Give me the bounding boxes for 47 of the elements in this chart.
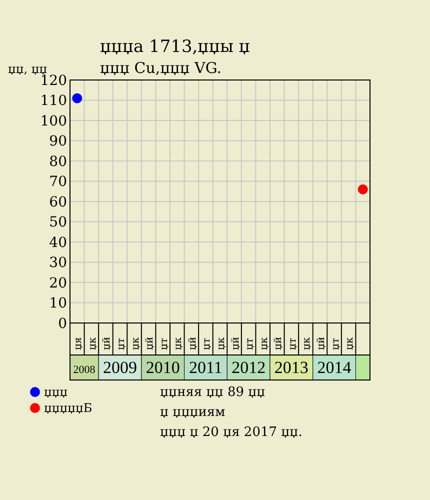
y-tick-label: 60 bbox=[49, 194, 67, 210]
x-tick-label: џй bbox=[230, 336, 242, 350]
chart-subtitle: џџџ Cu,џџџ VG. bbox=[100, 59, 222, 77]
x-tick-label: џк bbox=[344, 336, 356, 350]
y-tick-label: 50 bbox=[49, 214, 67, 231]
y-tick-label: 0 bbox=[58, 316, 67, 332]
text: 2010 bbox=[146, 358, 180, 377]
x-tick-label: џй bbox=[144, 336, 156, 350]
legend-label: џџџџџБ bbox=[44, 401, 92, 415]
x-tick-label: џк bbox=[87, 336, 98, 350]
text: џџняя џџ 89 џџ bbox=[160, 385, 266, 400]
text: 2013 bbox=[274, 358, 308, 377]
text: џ џџџиям bbox=[160, 405, 226, 420]
y-tick-label: 20 bbox=[49, 275, 67, 292]
x-tick-label: џт bbox=[287, 337, 298, 350]
y-tick-label: 90 bbox=[49, 134, 67, 150]
y-tick-label: 110 bbox=[40, 93, 67, 110]
chart-title: џџџа 1713,џџы џ bbox=[100, 37, 250, 57]
y-tick-label: 70 bbox=[49, 174, 67, 190]
y-tick-label: 80 bbox=[49, 154, 67, 170]
text: 2011 bbox=[189, 358, 222, 377]
x-tick-label: џт bbox=[244, 337, 256, 350]
text: џџџ џ 20 џя 2017 џџ. bbox=[160, 425, 302, 440]
x-tick-label: џт bbox=[158, 337, 170, 350]
x-tick-label: џк bbox=[173, 336, 184, 350]
y-tick-label: 100 bbox=[40, 113, 67, 130]
y-tick-label: 40 bbox=[49, 234, 67, 251]
text: 2009 bbox=[103, 358, 137, 377]
x-tick-label: џт bbox=[116, 337, 127, 350]
x-tick-label: џк bbox=[258, 336, 270, 350]
legend-label: џџџ bbox=[44, 385, 68, 399]
x-tick-label: џт bbox=[202, 337, 213, 350]
x-tick-label: џк bbox=[302, 336, 313, 350]
x-tick-label: џк bbox=[130, 336, 142, 350]
x-tick-label: џт bbox=[330, 337, 342, 350]
text: 2012 bbox=[232, 358, 266, 377]
text: 2008 bbox=[73, 364, 96, 376]
x-tick-label: џй bbox=[316, 336, 327, 350]
x-tick-label: џя bbox=[73, 337, 84, 350]
y-axis-title: џџ, џџ bbox=[8, 62, 48, 76]
x-tick-label: џк bbox=[216, 336, 227, 350]
x-tick-label: џй bbox=[187, 336, 198, 350]
y-tick-label: 10 bbox=[49, 296, 67, 312]
text: 2014 bbox=[317, 358, 352, 377]
y-tick-label: 30 bbox=[49, 255, 67, 272]
x-tick-label: џй bbox=[273, 336, 284, 350]
x-tick-label: џй bbox=[102, 336, 113, 350]
